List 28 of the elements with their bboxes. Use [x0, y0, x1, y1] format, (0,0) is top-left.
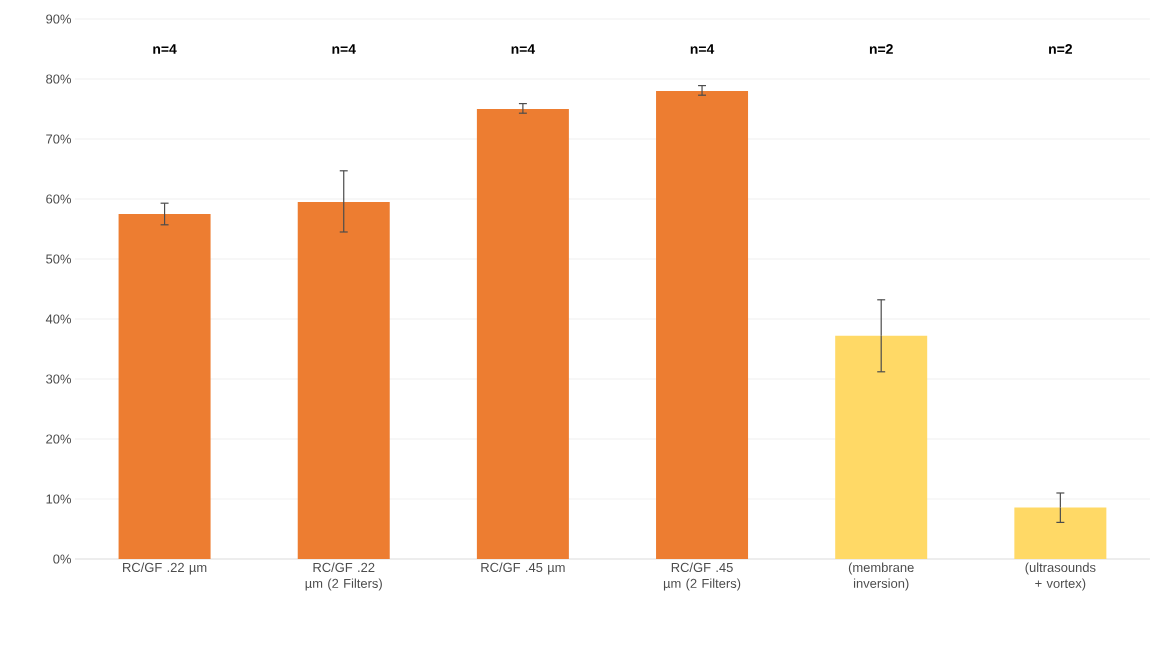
bar — [118, 214, 211, 559]
x-tick-label: (ultrasounds + vortex) — [1025, 562, 1096, 591]
y-tick-label: 60% — [46, 194, 72, 204]
y-tick-label: 70% — [46, 134, 72, 144]
bar — [835, 335, 928, 559]
bar — [297, 202, 390, 559]
y-tick-label: 90% — [46, 14, 72, 24]
x-tick-label: RC/GF .45 µm — [481, 562, 565, 575]
y-tick-label: 20% — [46, 434, 72, 444]
y-tick-label: 10% — [46, 494, 72, 504]
annotation: n=4 — [511, 44, 536, 54]
x-tick-label: RC/GF .22 µm (2 Filters) — [305, 562, 382, 591]
y-tick-label: 50% — [46, 254, 72, 264]
annotation: n=2 — [869, 44, 893, 54]
x-tick-label: RC/GF .22 µm — [123, 562, 207, 575]
y-tick-label: 30% — [46, 374, 72, 384]
bar — [1014, 507, 1107, 559]
x-tick-label: (membrane inversion) — [848, 562, 914, 591]
bar — [476, 108, 569, 559]
y-tick-label: 40% — [45, 314, 72, 324]
annotation: n=2 — [1049, 44, 1073, 54]
y-tick-label: 0% — [53, 554, 72, 564]
x-tick-label: RC/GF .45 µm (2 Filters) — [663, 562, 741, 591]
y-tick-label: 80% — [46, 74, 72, 84]
annotation: n=4 — [153, 44, 177, 54]
bar — [656, 90, 749, 559]
annotation: n=4 — [332, 44, 356, 54]
annotation: n=4 — [690, 44, 715, 54]
